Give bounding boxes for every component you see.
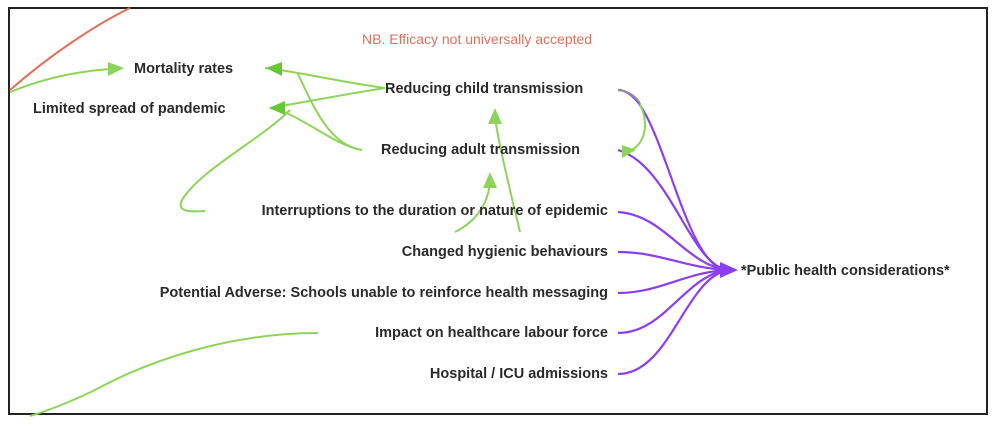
- green-loop-child-adult: [624, 103, 646, 153]
- green-healthcare-bottom: [29, 332, 319, 417]
- child-gray-connector: [617, 89, 641, 105]
- hub-link-interruptions: [617, 210, 729, 272]
- hub-link-healthcare: [617, 268, 729, 335]
- green-adult-mortality: [297, 73, 363, 151]
- arrowhead-adult: [622, 145, 636, 158]
- node-limited-spread[interactable]: Limited spread of pandemic: [33, 101, 226, 117]
- node-potential-adverse[interactable]: Potential Adverse: Schools unable to rei…: [159, 285, 608, 301]
- diagram-frame: [8, 7, 988, 415]
- node-changed-hygienic[interactable]: Changed hygienic behaviours: [401, 244, 608, 260]
- red-connector: [9, 7, 131, 91]
- green-child-mortality: [264, 67, 386, 89]
- node-reducing-adult-transmission[interactable]: Reducing adult transmission: [381, 142, 580, 158]
- hub-link-adverse: [617, 268, 729, 295]
- arrowhead-mortality-left: [108, 62, 124, 76]
- green-limited-interruptions: [179, 109, 291, 213]
- green-adult-limited: [279, 109, 363, 151]
- green-interruptions-adult: [454, 181, 491, 233]
- hub-link-adult: [617, 148, 729, 272]
- green-connectors: [9, 67, 646, 417]
- arrowhead-child-up: [488, 108, 502, 124]
- node-healthcare-labour[interactable]: Impact on healthcare labour force: [375, 325, 608, 341]
- green-child-limited: [269, 87, 386, 109]
- arrowhead-adult-up: [483, 172, 497, 188]
- hub-arrowhead: [720, 262, 738, 278]
- hub-public-health[interactable]: *Public health considerations*: [741, 263, 950, 279]
- hub-link-hygienic: [617, 250, 729, 272]
- green-left-arrow-mortality: [9, 68, 111, 93]
- arrowhead-mortality-right: [266, 62, 282, 76]
- hub-connectors: [617, 88, 729, 376]
- hub-link-hospital: [617, 268, 729, 376]
- efficacy-note: NB. Efficacy not universally accepted: [362, 31, 593, 47]
- green-hygienic-child: [494, 117, 521, 233]
- arrowhead-limited: [269, 101, 285, 115]
- node-hospital-icu[interactable]: Hospital / ICU admissions: [429, 366, 608, 382]
- node-interruptions[interactable]: Interruptions to the duration or nature …: [261, 203, 608, 219]
- hub-link-child: [617, 88, 729, 272]
- node-mortality-rates[interactable]: Mortality rates: [134, 61, 234, 77]
- node-reducing-child-transmission[interactable]: Reducing child transmission: [385, 81, 584, 97]
